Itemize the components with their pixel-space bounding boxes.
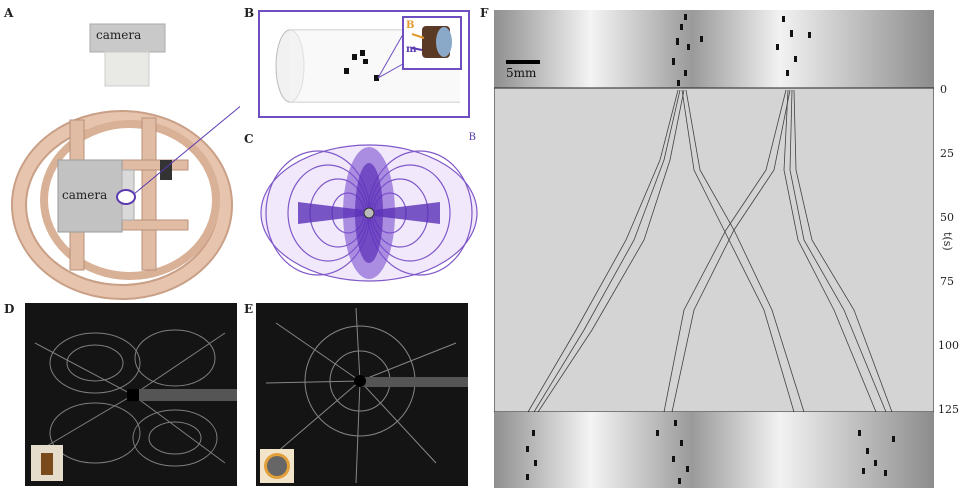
particle: [363, 59, 368, 64]
tick-25: 25: [940, 147, 954, 160]
panel-label-d: D: [4, 302, 15, 316]
axis-b-label: B: [468, 132, 476, 143]
inset-b-label: B: [406, 20, 415, 31]
particle-center: [127, 389, 139, 401]
particle: [374, 75, 379, 81]
particle-zoom-inset: B m: [402, 16, 462, 70]
panel-label-e: E: [244, 302, 254, 316]
outer-ring-front: [13, 112, 231, 298]
camera-side-label: camera: [62, 188, 108, 202]
panel-label-f: F: [480, 6, 489, 20]
tick-75: 75: [940, 275, 954, 288]
camera-top-label: camera: [96, 28, 142, 42]
axis-label-t: t(s): [941, 232, 954, 251]
tick-100: 100: [938, 339, 959, 352]
panel-f-trajectories: 5mm: [493, 10, 940, 488]
panel-c-field-lines: B: [258, 132, 480, 294]
panel-a-apparatus: camera camera: [10, 10, 261, 300]
main-trajectory-area: [493, 87, 935, 413]
particle: [352, 54, 357, 60]
tick-125: 125: [938, 403, 959, 416]
tick-50: 50: [940, 211, 954, 224]
camera-top-lens: [104, 51, 150, 87]
inset-m-label: m: [406, 44, 417, 55]
panel-label-b: B: [244, 6, 255, 20]
panel-d-flow-image: [25, 303, 237, 486]
tick-0: 0: [940, 83, 947, 96]
panel-label-a: A: [4, 6, 14, 20]
sample-marker: [116, 189, 136, 205]
f-axis-ticks: 0 25 50 75 100 125 t(s): [938, 0, 970, 491]
bottom-image-strip: [494, 412, 934, 488]
panel-e-flow-image: [256, 303, 468, 486]
particle-center: [354, 375, 366, 387]
particle: [344, 68, 349, 74]
inner-ring: [40, 120, 220, 280]
particle: [360, 50, 365, 56]
camera-side-body: [57, 159, 123, 233]
top-image-strip: [494, 10, 934, 88]
scale-bar: [506, 60, 540, 64]
scale-bar-label: 5mm: [506, 66, 537, 80]
panel-b-tube: B m: [258, 10, 470, 118]
panel-label-c: C: [244, 132, 254, 146]
